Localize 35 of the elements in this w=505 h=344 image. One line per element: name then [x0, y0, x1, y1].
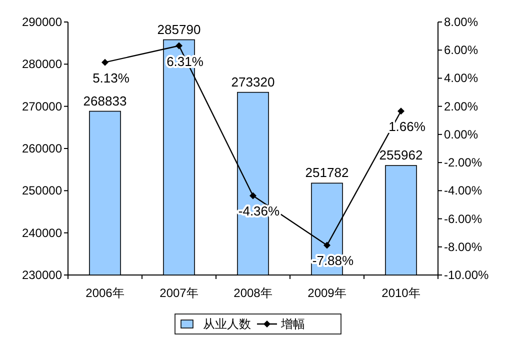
y-tick-label: 290000	[22, 15, 62, 29]
y2-tick-label: -8.00%	[444, 240, 482, 254]
legend-label: 从业人数	[203, 317, 251, 331]
y2-tick-label: 0.00%	[444, 127, 478, 142]
data-label: 285790	[157, 22, 201, 37]
y-tick-label: 280000	[22, 57, 62, 72]
data-label: 251782	[305, 165, 349, 180]
x-tick-label: 2008年	[234, 286, 272, 300]
y2-tick-label: 6.00%	[444, 43, 478, 58]
data-label: 5.13%	[92, 70, 130, 86]
y-tick-label: 260000	[22, 142, 62, 156]
point	[324, 242, 330, 249]
y2-tick-label: -10.00%	[444, 268, 490, 282]
point	[398, 108, 404, 115]
point	[250, 192, 256, 200]
y2-tick-label: 4.00%	[444, 71, 478, 86]
y-tick-label: 230000	[22, 268, 62, 282]
y2-tick-label: 2.00%	[444, 99, 478, 114]
data-label: 268833	[83, 93, 127, 108]
point	[102, 58, 108, 66]
x-tick-label: 2010年	[382, 286, 420, 300]
point	[176, 42, 182, 50]
data-label: 273320	[231, 74, 275, 90]
y2-tick-label: -2.00%	[444, 156, 482, 170]
y-tick-label: 270000	[22, 99, 62, 114]
data-label: 255962	[379, 148, 423, 163]
y-tick-label: 240000	[22, 226, 62, 240]
x-tick-label: 2006年	[86, 286, 124, 300]
legend-label: 增幅	[280, 317, 305, 331]
y2-tick-label: -4.00%	[444, 184, 482, 198]
x-tick-label: 2007年	[160, 286, 198, 300]
y-tick-label: 250000	[22, 184, 62, 198]
y2-tick-label: 8.00%	[444, 15, 478, 29]
x-tick-label: 2009年	[308, 286, 346, 300]
y2-tick-label: -6.00%	[444, 212, 482, 226]
